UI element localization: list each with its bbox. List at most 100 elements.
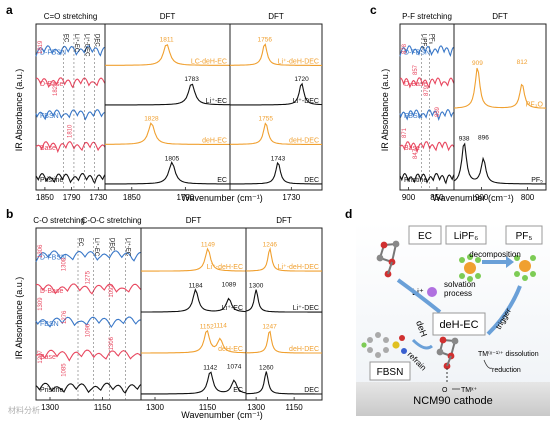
x-tick-label-0-1: 1790	[63, 193, 81, 202]
deh-ec-molecule-icon	[436, 336, 459, 370]
peak-label-5-3-0: 1260	[259, 364, 274, 371]
series-line-2-0	[230, 43, 322, 66]
series-line-0-4	[35, 172, 106, 185]
series-line-3-4	[35, 382, 142, 394]
series-line-6-3	[399, 141, 455, 154]
plot-title-2: DFT	[268, 12, 284, 21]
exp-peak-label-0-2: 1810	[68, 124, 74, 138]
guide-label-6-1: PF₆	[429, 34, 435, 45]
plot-title-4: DFT	[186, 216, 202, 225]
x-tick-label-1-1: 1790	[176, 193, 194, 202]
series-line-2-3	[230, 161, 322, 185]
series-line-2-1	[230, 82, 323, 106]
peak-label-5-2-0: 1247	[262, 324, 277, 331]
panel-label-d: d	[345, 207, 352, 221]
series-line-6-1	[399, 77, 455, 89]
pf5-label: PF₅	[516, 231, 533, 242]
exp-peak-label-3-2: 1275	[86, 270, 92, 284]
y-axis-label-c: IR Absorbance (a.u.)	[380, 69, 390, 152]
series-line-0-3	[35, 141, 106, 154]
exp-peak-label-3-8: 1267	[38, 350, 44, 364]
plot-title-1: DFT	[160, 12, 176, 21]
fbsn-molecule-icon	[361, 332, 407, 358]
peak-label-1-1-0: 1783	[184, 76, 199, 83]
series-line-4-3	[141, 371, 247, 395]
series-line-2-2	[230, 122, 322, 145]
exp-peak-label-3-1: 1308	[62, 257, 68, 271]
plot-frame-1	[104, 23, 231, 191]
trigger-arrow-icon	[486, 285, 522, 336]
series-label-3-4: Pristine	[40, 387, 63, 394]
x-tick-label-3-0: 1300	[41, 403, 59, 412]
x-axis-label-b: Wavenumber (cm⁻¹)	[181, 410, 262, 420]
panel-label-a: a	[6, 3, 13, 17]
peak-label-2-0-0: 1756	[258, 37, 273, 44]
series-label-7-0: PF₃O	[526, 102, 544, 109]
series-line-6-0	[399, 45, 455, 58]
guide-label-3-2: DEC	[109, 238, 115, 251]
series-label-5-3: DEC	[304, 387, 319, 394]
series-label-1-0: LC-deH-EC	[191, 58, 227, 65]
series-label-5-1: Li⁺-DEC	[293, 305, 319, 312]
series-label-6-4: Pristine	[404, 177, 427, 184]
pf5-label-box	[505, 225, 543, 245]
series-label-7-1: PF₅	[531, 177, 543, 184]
solvation-arrow-icon	[396, 278, 442, 314]
lipf6-label-box	[445, 225, 487, 245]
peak-label-7-0-0: 909	[472, 60, 483, 67]
series-label-1-2: deH-EC	[202, 137, 227, 144]
exp-peak-label-3-5: 1276	[62, 310, 68, 324]
y-axis-label-b: IR Absorbance (a.u.)	[14, 277, 24, 360]
series-label-3-1: D-Base	[40, 288, 63, 295]
series-line-1-2	[105, 122, 230, 145]
plot-title-7: DFT	[492, 12, 508, 21]
reduction-label: reduction	[492, 367, 521, 374]
ec-label: EC	[418, 231, 432, 242]
series-label-5-2: deH-DEC	[289, 346, 319, 353]
plot-frame-5	[245, 227, 323, 401]
series-line-5-3	[246, 371, 322, 395]
series-label-2-1: Li⁺-DEC	[293, 98, 319, 105]
cathode-slab	[356, 382, 550, 416]
peak-label-4-2-0: 1152	[200, 324, 214, 331]
series-label-4-1: Li⁺-EC	[222, 305, 243, 312]
series-line-3-2	[35, 316, 142, 329]
plot-title-0: C=O stretching	[44, 12, 98, 21]
peak-label-1-0-0: 1811	[160, 37, 174, 44]
process-label: process	[444, 289, 472, 298]
plot-title-5: DFT	[276, 216, 292, 225]
lipf6-molecule-icon	[459, 254, 481, 282]
series-line-3-1	[35, 283, 142, 295]
series-label-6-0: D-FBSN	[404, 49, 430, 56]
series-line-3-0	[35, 250, 142, 262]
peak-label-5-1-0: 1300	[249, 283, 264, 290]
x-tick-label-0-2: 1730	[89, 193, 107, 202]
x-tick-label-4-1: 1150	[199, 403, 217, 412]
series-label-0-0: D-FBSN	[40, 49, 66, 56]
guide-label-0-3: DEC	[94, 34, 100, 47]
exp-peak-label-3-9: 1085	[62, 363, 68, 377]
series-label-1-3: EC	[217, 177, 227, 184]
exp-peak-label-6-0: 878	[402, 43, 408, 54]
li-ion-label: Li⁺	[412, 287, 424, 297]
ec-molecule-icon	[376, 240, 400, 278]
cathode-label: NCM90 cathode	[413, 395, 493, 407]
peak-label-2-2-0: 1755	[259, 116, 274, 123]
plot-title-6: P-F stretching	[402, 12, 452, 21]
series-label-4-2: deH-EC	[218, 346, 243, 353]
series-line-4-1	[141, 288, 247, 313]
peak-label-4-1-0: 1184	[189, 283, 203, 290]
series-label-0-2: FBSN	[40, 113, 59, 120]
li-ion-icon	[427, 287, 437, 297]
series-line-3-3	[35, 349, 142, 362]
series-line-0-1	[35, 77, 106, 89]
series-label-2-3: DEC	[304, 177, 319, 184]
guide-label-0-1: Li⁺-EC	[73, 34, 80, 53]
series-label-2-2: deH-DEC	[289, 137, 319, 144]
series-line-6-2	[399, 109, 455, 121]
series-label-6-3: Base	[404, 145, 420, 152]
peak-label-1-2-0: 1828	[144, 116, 159, 123]
series-line-4-2	[141, 329, 246, 354]
tm-dissolution-label: TM⁽ˣ⁻¹⁾⁺ dissolution	[478, 350, 539, 358]
refrain-arrow-icon	[411, 338, 433, 350]
